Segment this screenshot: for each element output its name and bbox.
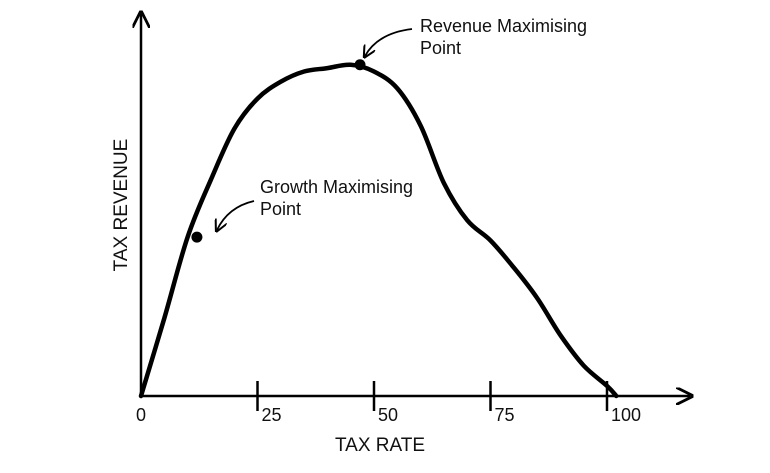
revenue-maximising-point: [354, 59, 366, 71]
growth-maximising-arrow: [217, 200, 255, 230]
x-tick-label-100: 100: [611, 405, 641, 425]
x-axis-label: TAX RATE: [335, 435, 425, 456]
growth-maximising-label-line-1: Growth Maximising: [260, 177, 413, 197]
x-tick-label-25: 25: [262, 405, 282, 425]
growth-maximising-point: [191, 231, 203, 243]
x-axis-tick-labels: 0 25 50 75 100: [136, 405, 641, 425]
growth-maximising-label-line-2: Point: [260, 199, 301, 219]
x-tick-label-50: 50: [378, 405, 398, 425]
revenue-maximising-arrow: [365, 28, 413, 56]
x-tick-label-75: 75: [495, 405, 515, 425]
revenue-curve: [138, 62, 619, 399]
y-axis-label: TAX REVENUE: [111, 139, 132, 272]
revenue-maximising-label-line-1: Revenue Maximising: [420, 16, 587, 36]
revenue-maximising-label-line-2: Point: [420, 38, 461, 58]
x-tick-label-0: 0: [136, 405, 146, 425]
